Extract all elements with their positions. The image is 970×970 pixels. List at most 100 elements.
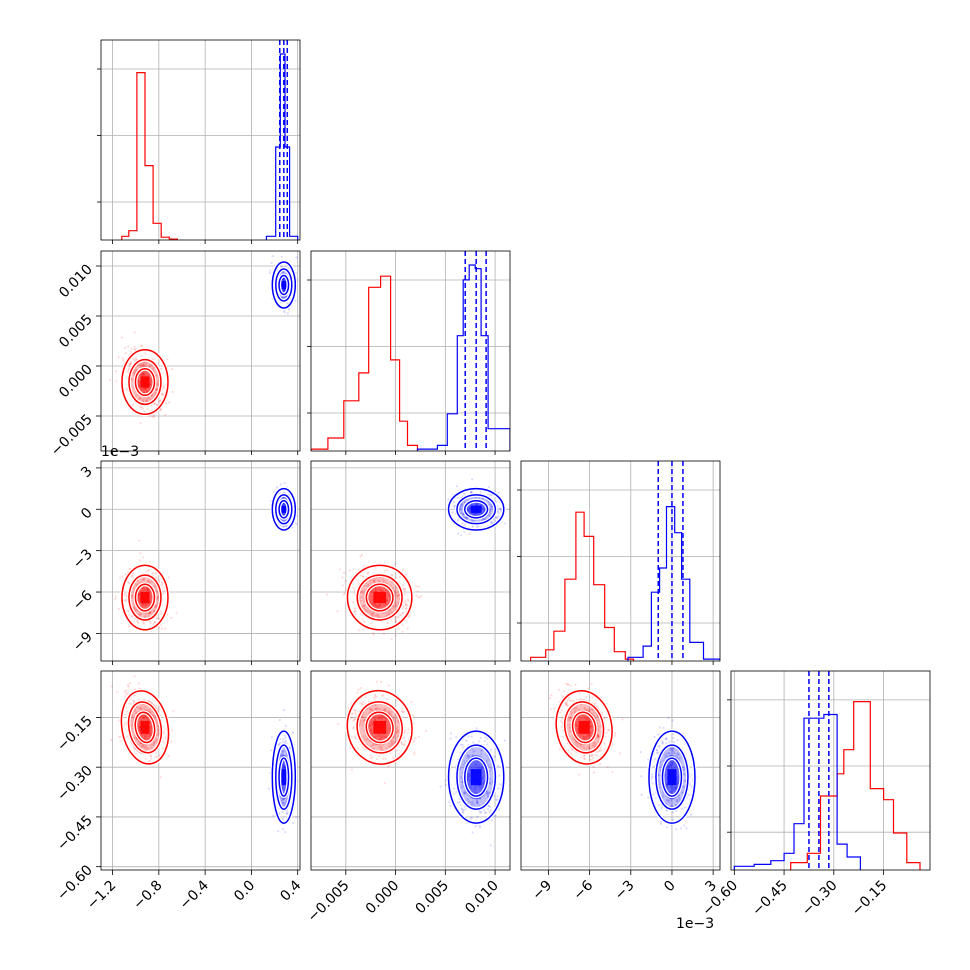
blue-point — [283, 289, 286, 292]
red-point — [388, 726, 391, 730]
blue-point — [487, 763, 490, 766]
red-point — [389, 584, 392, 587]
red-point — [152, 623, 155, 626]
red-point — [134, 356, 137, 360]
red-point — [153, 610, 156, 613]
red-point — [591, 724, 594, 727]
red-point — [377, 716, 380, 719]
blue-point — [468, 754, 471, 758]
red-point — [361, 720, 364, 723]
red-point — [580, 756, 583, 759]
red-point — [383, 736, 386, 739]
red-point — [145, 733, 148, 736]
red-point — [586, 717, 589, 721]
red-point — [142, 363, 145, 367]
red-point — [371, 709, 374, 712]
blue-point — [285, 812, 288, 815]
grid-layer — [101, 40, 930, 870]
red-point — [415, 585, 418, 588]
red-point — [375, 680, 378, 683]
blue-point — [281, 801, 284, 804]
red-point — [575, 706, 579, 709]
red-point — [387, 720, 390, 723]
red-point — [151, 743, 154, 747]
red-point — [128, 567, 131, 570]
blue-point — [490, 505, 493, 508]
red-point — [162, 385, 165, 388]
red-point — [611, 770, 614, 774]
red-point — [361, 605, 364, 608]
red-point — [142, 372, 145, 375]
red-point — [156, 595, 159, 598]
red-point — [375, 615, 378, 618]
red-point — [578, 773, 581, 776]
blue-point — [493, 755, 496, 758]
red-point — [146, 398, 149, 401]
red-point — [379, 748, 382, 751]
red-point — [585, 735, 588, 738]
red-point — [597, 735, 600, 738]
red-point — [160, 610, 163, 613]
blue-point — [470, 801, 473, 804]
red-point — [593, 745, 597, 748]
blue-point — [282, 798, 285, 801]
red-point — [390, 740, 394, 743]
red-point — [352, 727, 355, 730]
blue-point — [444, 783, 447, 787]
red-point — [376, 604, 379, 608]
red-point — [369, 729, 372, 733]
red-point — [371, 602, 374, 605]
blue-point — [458, 801, 461, 804]
red-point — [140, 719, 143, 722]
red-point — [142, 706, 146, 709]
red-point — [153, 740, 156, 743]
red-point — [359, 574, 363, 577]
red-point — [395, 730, 398, 733]
red-point — [586, 733, 589, 737]
red-point — [576, 718, 579, 721]
red-point — [147, 389, 150, 392]
blue-point — [268, 271, 272, 275]
red-point — [378, 587, 382, 590]
red-point — [577, 708, 580, 711]
red-point — [575, 724, 578, 728]
blue-point — [282, 798, 285, 801]
red-point — [341, 576, 344, 579]
red-point — [596, 736, 600, 739]
red-point — [155, 604, 158, 607]
red-point — [137, 582, 140, 586]
red-point — [589, 721, 592, 724]
red-point — [140, 398, 143, 401]
red-point — [417, 585, 420, 589]
blue-point — [461, 746, 465, 749]
red-point — [155, 617, 158, 620]
red-point — [145, 362, 148, 366]
blue-point — [284, 724, 287, 728]
red-point — [153, 609, 156, 612]
red-point — [403, 592, 406, 596]
blue-point — [281, 798, 284, 802]
red-point — [155, 589, 158, 592]
red-point — [171, 729, 174, 732]
red-point — [142, 556, 145, 559]
blue-point — [272, 814, 275, 817]
red-point — [576, 744, 579, 748]
blue-point — [462, 811, 465, 814]
red-point — [146, 396, 149, 400]
red-point — [377, 707, 380, 710]
red-point — [395, 730, 398, 734]
red-point — [143, 746, 146, 749]
red-point — [143, 410, 146, 413]
red-point — [397, 729, 400, 732]
red-point — [376, 579, 379, 582]
red-point — [156, 598, 159, 601]
red-point — [583, 757, 586, 760]
red-point — [579, 698, 582, 701]
red-point — [403, 743, 406, 746]
red-point — [138, 725, 141, 729]
red-point — [386, 724, 389, 728]
blue-point — [280, 801, 283, 804]
red-point — [371, 755, 374, 758]
red-point — [153, 741, 156, 745]
blue-point — [473, 786, 476, 789]
